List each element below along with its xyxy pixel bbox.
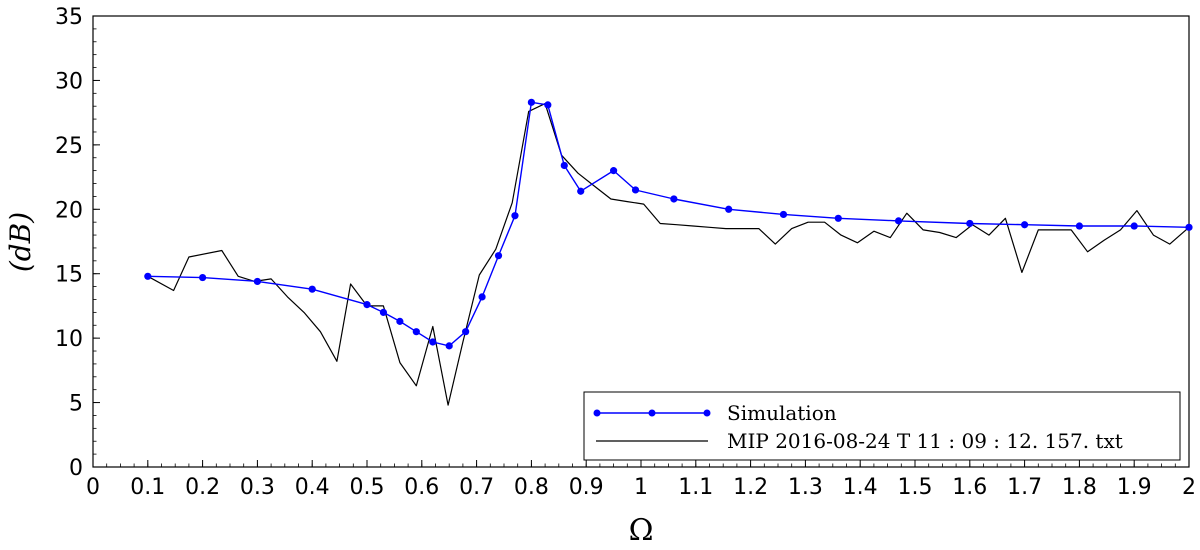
- x-tick-label: 1.2: [733, 475, 768, 500]
- simulation-point: [610, 167, 618, 175]
- simulation-point: [462, 328, 470, 336]
- simulation-point: [725, 205, 733, 213]
- plot-area: 0 0.1 0.2 0.3 0.4 0.5 0.6 0.7 0.8 0.9 1 1.1 1.2 1.3 1.…: [55, 5, 1196, 500]
- simulation-point: [363, 301, 371, 309]
- simulation-point: [544, 101, 552, 109]
- legend: Simulation MIP 2016-08-24 T 11 : 09 : 12…: [583, 391, 1181, 461]
- x-tick-label: 1.4: [843, 475, 878, 500]
- x-tick-label: 1.7: [1007, 475, 1042, 500]
- series-layer: [144, 98, 1193, 406]
- simulation-point: [631, 186, 640, 194]
- simulation-point: [199, 273, 207, 282]
- simulation-point: [511, 212, 519, 220]
- x-axis-title: Ω: [629, 513, 654, 548]
- x-tick-label: 0.5: [350, 475, 385, 500]
- x-tick-label: 1.6: [952, 475, 987, 500]
- legend-box: [583, 391, 1181, 461]
- x-tick-label: 1.8: [1062, 475, 1097, 500]
- y-tick-labels: 0 5 10 15 20 25 30 35: [55, 5, 83, 481]
- y-tick-label: 25: [55, 134, 83, 159]
- legend-label-simulation: Simulation: [727, 401, 837, 425]
- y-tick-label: 30: [55, 69, 83, 94]
- x-tick-label: 1.9: [1117, 475, 1152, 500]
- x-tick-label: 1: [634, 475, 648, 500]
- simulation-point: [494, 252, 503, 260]
- simulation-point: [1130, 222, 1138, 230]
- simulation-point: [1075, 222, 1083, 230]
- simulation-point: [253, 277, 261, 286]
- simulation-point: [379, 308, 388, 316]
- x-tick-label: 0.7: [459, 475, 494, 500]
- legend-marker-simulation: [593, 409, 601, 417]
- simulation-point: [412, 328, 420, 336]
- simulation-point: [560, 161, 568, 170]
- y-tick-label: 35: [55, 5, 83, 30]
- simulation-point: [1021, 221, 1029, 229]
- y-axis-title: (dB): [4, 212, 37, 272]
- x-tick-label: 1.1: [678, 475, 713, 500]
- simulation-point: [834, 214, 842, 222]
- simulation-point: [144, 272, 152, 280]
- x-tick-label: 0.4: [295, 475, 330, 500]
- x-tick-labels: 0 0.1 0.2 0.3 0.4 0.5 0.6 0.7 0.8 0.9 1 1.1 1.2 1.3 1.…: [86, 475, 1196, 500]
- y-tick-label: 20: [55, 198, 83, 223]
- simulation-point: [527, 98, 536, 106]
- x-tick-label: 0: [86, 475, 100, 500]
- simulation-point: [966, 219, 974, 228]
- x-tick-label: 1.5: [898, 475, 933, 500]
- legend-marker-simulation: [648, 409, 656, 417]
- x-tick-label: 0.1: [130, 475, 165, 500]
- simulation-point: [396, 317, 404, 325]
- y-tick-label: 10: [55, 327, 83, 352]
- simulation-point: [445, 342, 453, 350]
- x-tick-label: 0.9: [569, 475, 604, 500]
- y-tick-label: 5: [69, 392, 83, 417]
- simulation-point: [670, 195, 678, 203]
- y-tick-label: 15: [55, 263, 83, 288]
- x-tick-label: 0.6: [404, 475, 439, 500]
- x-tick-label: 2: [1182, 475, 1196, 500]
- legend-label-mip: MIP 2016-08-24 T 11 : 09 : 12. 157. txt: [727, 429, 1123, 453]
- simulation-point: [1185, 223, 1193, 231]
- axis-ticks: [92, 15, 1190, 468]
- x-tick-label: 1.3: [788, 475, 823, 500]
- simulation-point: [779, 210, 788, 219]
- simulation-point: [429, 338, 437, 346]
- legend-marker-simulation: [703, 409, 711, 417]
- simulation-point: [894, 217, 903, 225]
- series-line-mip: [147, 102, 1190, 406]
- simulation-point: [577, 187, 585, 195]
- y-tick-label: 0: [69, 456, 83, 481]
- simulation-point: [478, 293, 486, 301]
- x-tick-label: 0.3: [240, 475, 275, 500]
- simulation-point: [308, 285, 316, 293]
- x-tick-label: 0.8: [514, 475, 549, 500]
- x-tick-label: 0.2: [185, 475, 220, 500]
